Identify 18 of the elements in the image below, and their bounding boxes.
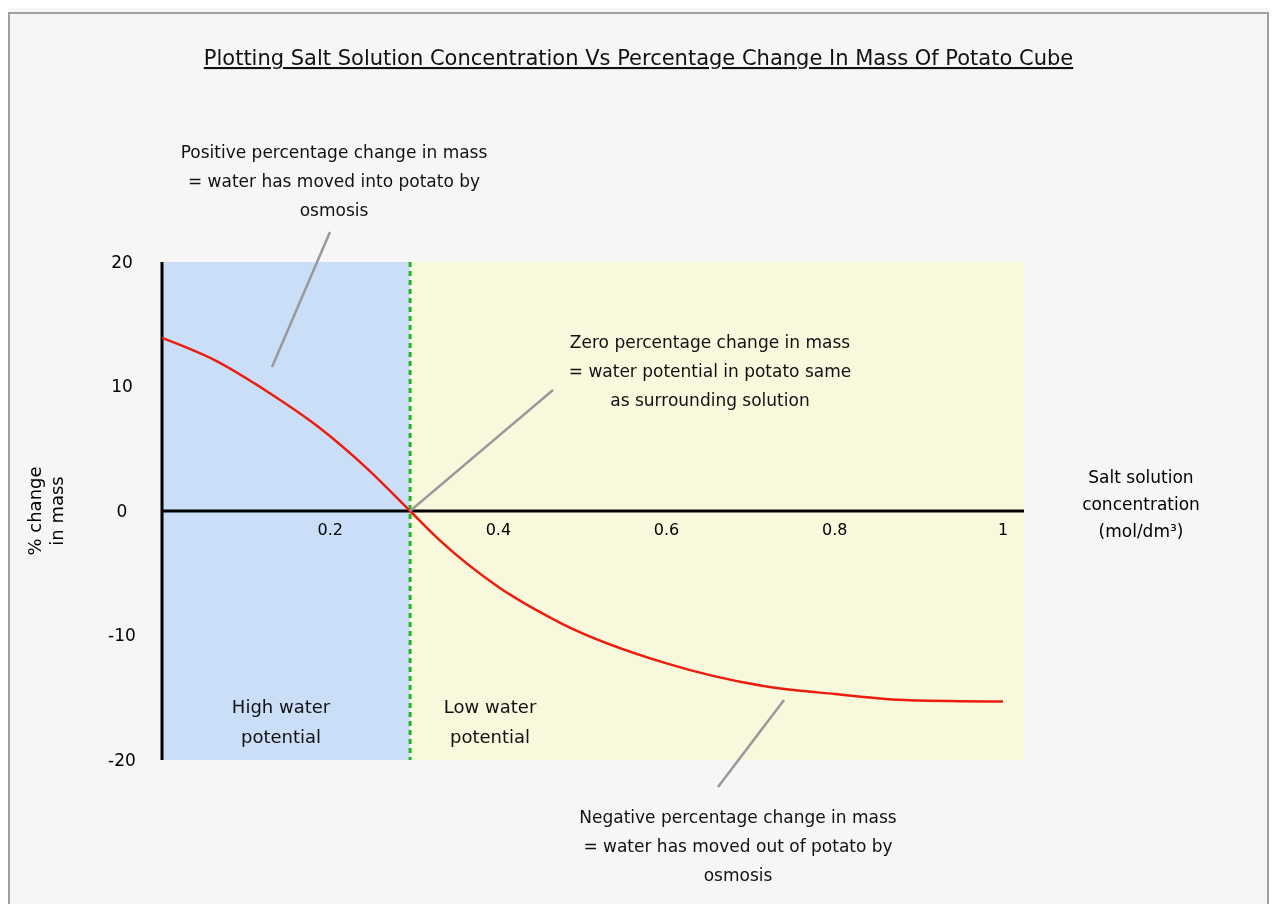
y-axis-title: % change in mass bbox=[24, 466, 67, 556]
y-tick-label: 0 bbox=[116, 500, 128, 521]
text: Negative percentage change in mass = water has moved out of potato by osmosis bbox=[579, 807, 897, 885]
x-axis-title: Salt solution concentration (mol/dm³) bbox=[1082, 467, 1200, 541]
x-tick-label: 0.8 bbox=[822, 520, 848, 539]
annotation: Zero percentage change in mass = water potential in potato same as surrounding solution bbox=[568, 332, 852, 410]
text: Positive percentage change in mass = water has moved into potato by osmosis bbox=[180, 142, 488, 220]
band-label: High water potential bbox=[231, 696, 331, 747]
x-tick-label: 0.2 bbox=[317, 520, 343, 539]
x-tick-label: 1 bbox=[997, 520, 1009, 539]
y-tick-label: -10 bbox=[108, 625, 136, 646]
y-tick-label: -20 bbox=[108, 749, 136, 770]
x-tick-label: 0.4 bbox=[485, 520, 512, 539]
y-tick-label: 10 bbox=[111, 376, 133, 397]
band-label: Low water potential bbox=[443, 696, 537, 747]
chart-title: Plotting Salt Solution Concentration Vs Percentage Change In Mass Of Potato Cube bbox=[203, 46, 1074, 70]
y-tick-label: 20 bbox=[111, 251, 133, 272]
x-tick-label: 0.6 bbox=[653, 520, 680, 539]
